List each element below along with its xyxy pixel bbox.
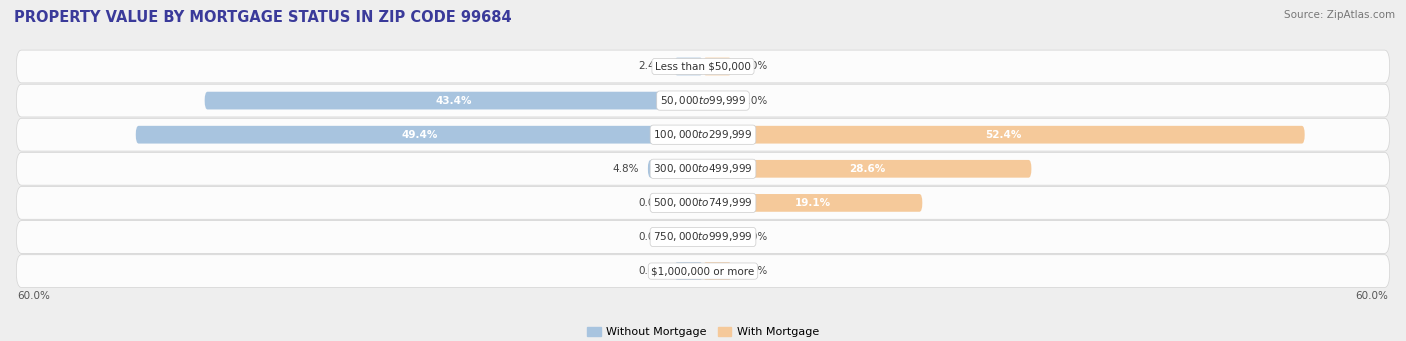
Text: $1,000,000 or more: $1,000,000 or more: [651, 266, 755, 276]
Text: $300,000 to $499,999: $300,000 to $499,999: [654, 162, 752, 175]
Text: Source: ZipAtlas.com: Source: ZipAtlas.com: [1284, 10, 1395, 20]
Text: 0.0%: 0.0%: [638, 198, 665, 208]
Text: 19.1%: 19.1%: [794, 198, 831, 208]
FancyBboxPatch shape: [675, 194, 703, 212]
Text: $500,000 to $749,999: $500,000 to $749,999: [654, 196, 752, 209]
Legend: Without Mortgage, With Mortgage: Without Mortgage, With Mortgage: [582, 322, 824, 341]
Text: 0.0%: 0.0%: [638, 266, 665, 276]
Text: 0.0%: 0.0%: [741, 232, 768, 242]
FancyBboxPatch shape: [675, 262, 703, 280]
FancyBboxPatch shape: [17, 118, 1389, 151]
Text: 4.8%: 4.8%: [612, 164, 638, 174]
Text: $750,000 to $999,999: $750,000 to $999,999: [654, 231, 752, 243]
FancyBboxPatch shape: [17, 187, 1389, 219]
Text: 2.4%: 2.4%: [638, 61, 665, 72]
FancyBboxPatch shape: [703, 228, 731, 246]
Text: Less than $50,000: Less than $50,000: [655, 61, 751, 72]
FancyBboxPatch shape: [703, 126, 1305, 144]
Text: 28.6%: 28.6%: [849, 164, 886, 174]
FancyBboxPatch shape: [675, 228, 703, 246]
Text: 52.4%: 52.4%: [986, 130, 1022, 140]
Text: 60.0%: 60.0%: [1355, 291, 1389, 301]
Text: 43.4%: 43.4%: [436, 95, 472, 106]
Text: 0.0%: 0.0%: [638, 232, 665, 242]
FancyBboxPatch shape: [17, 152, 1389, 185]
Text: 60.0%: 60.0%: [17, 291, 51, 301]
FancyBboxPatch shape: [136, 126, 703, 144]
FancyBboxPatch shape: [703, 160, 1032, 178]
FancyBboxPatch shape: [703, 92, 731, 109]
FancyBboxPatch shape: [17, 84, 1389, 117]
FancyBboxPatch shape: [17, 221, 1389, 253]
FancyBboxPatch shape: [703, 194, 922, 212]
Text: 0.0%: 0.0%: [741, 61, 768, 72]
Text: $100,000 to $299,999: $100,000 to $299,999: [654, 128, 752, 141]
FancyBboxPatch shape: [703, 58, 731, 75]
FancyBboxPatch shape: [205, 92, 703, 109]
Text: 49.4%: 49.4%: [401, 130, 437, 140]
FancyBboxPatch shape: [17, 255, 1389, 287]
Text: PROPERTY VALUE BY MORTGAGE STATUS IN ZIP CODE 99684: PROPERTY VALUE BY MORTGAGE STATUS IN ZIP…: [14, 10, 512, 25]
FancyBboxPatch shape: [703, 262, 731, 280]
FancyBboxPatch shape: [675, 58, 703, 75]
FancyBboxPatch shape: [17, 50, 1389, 83]
Text: 0.0%: 0.0%: [741, 266, 768, 276]
Text: 0.0%: 0.0%: [741, 95, 768, 106]
FancyBboxPatch shape: [648, 160, 703, 178]
Text: $50,000 to $99,999: $50,000 to $99,999: [659, 94, 747, 107]
